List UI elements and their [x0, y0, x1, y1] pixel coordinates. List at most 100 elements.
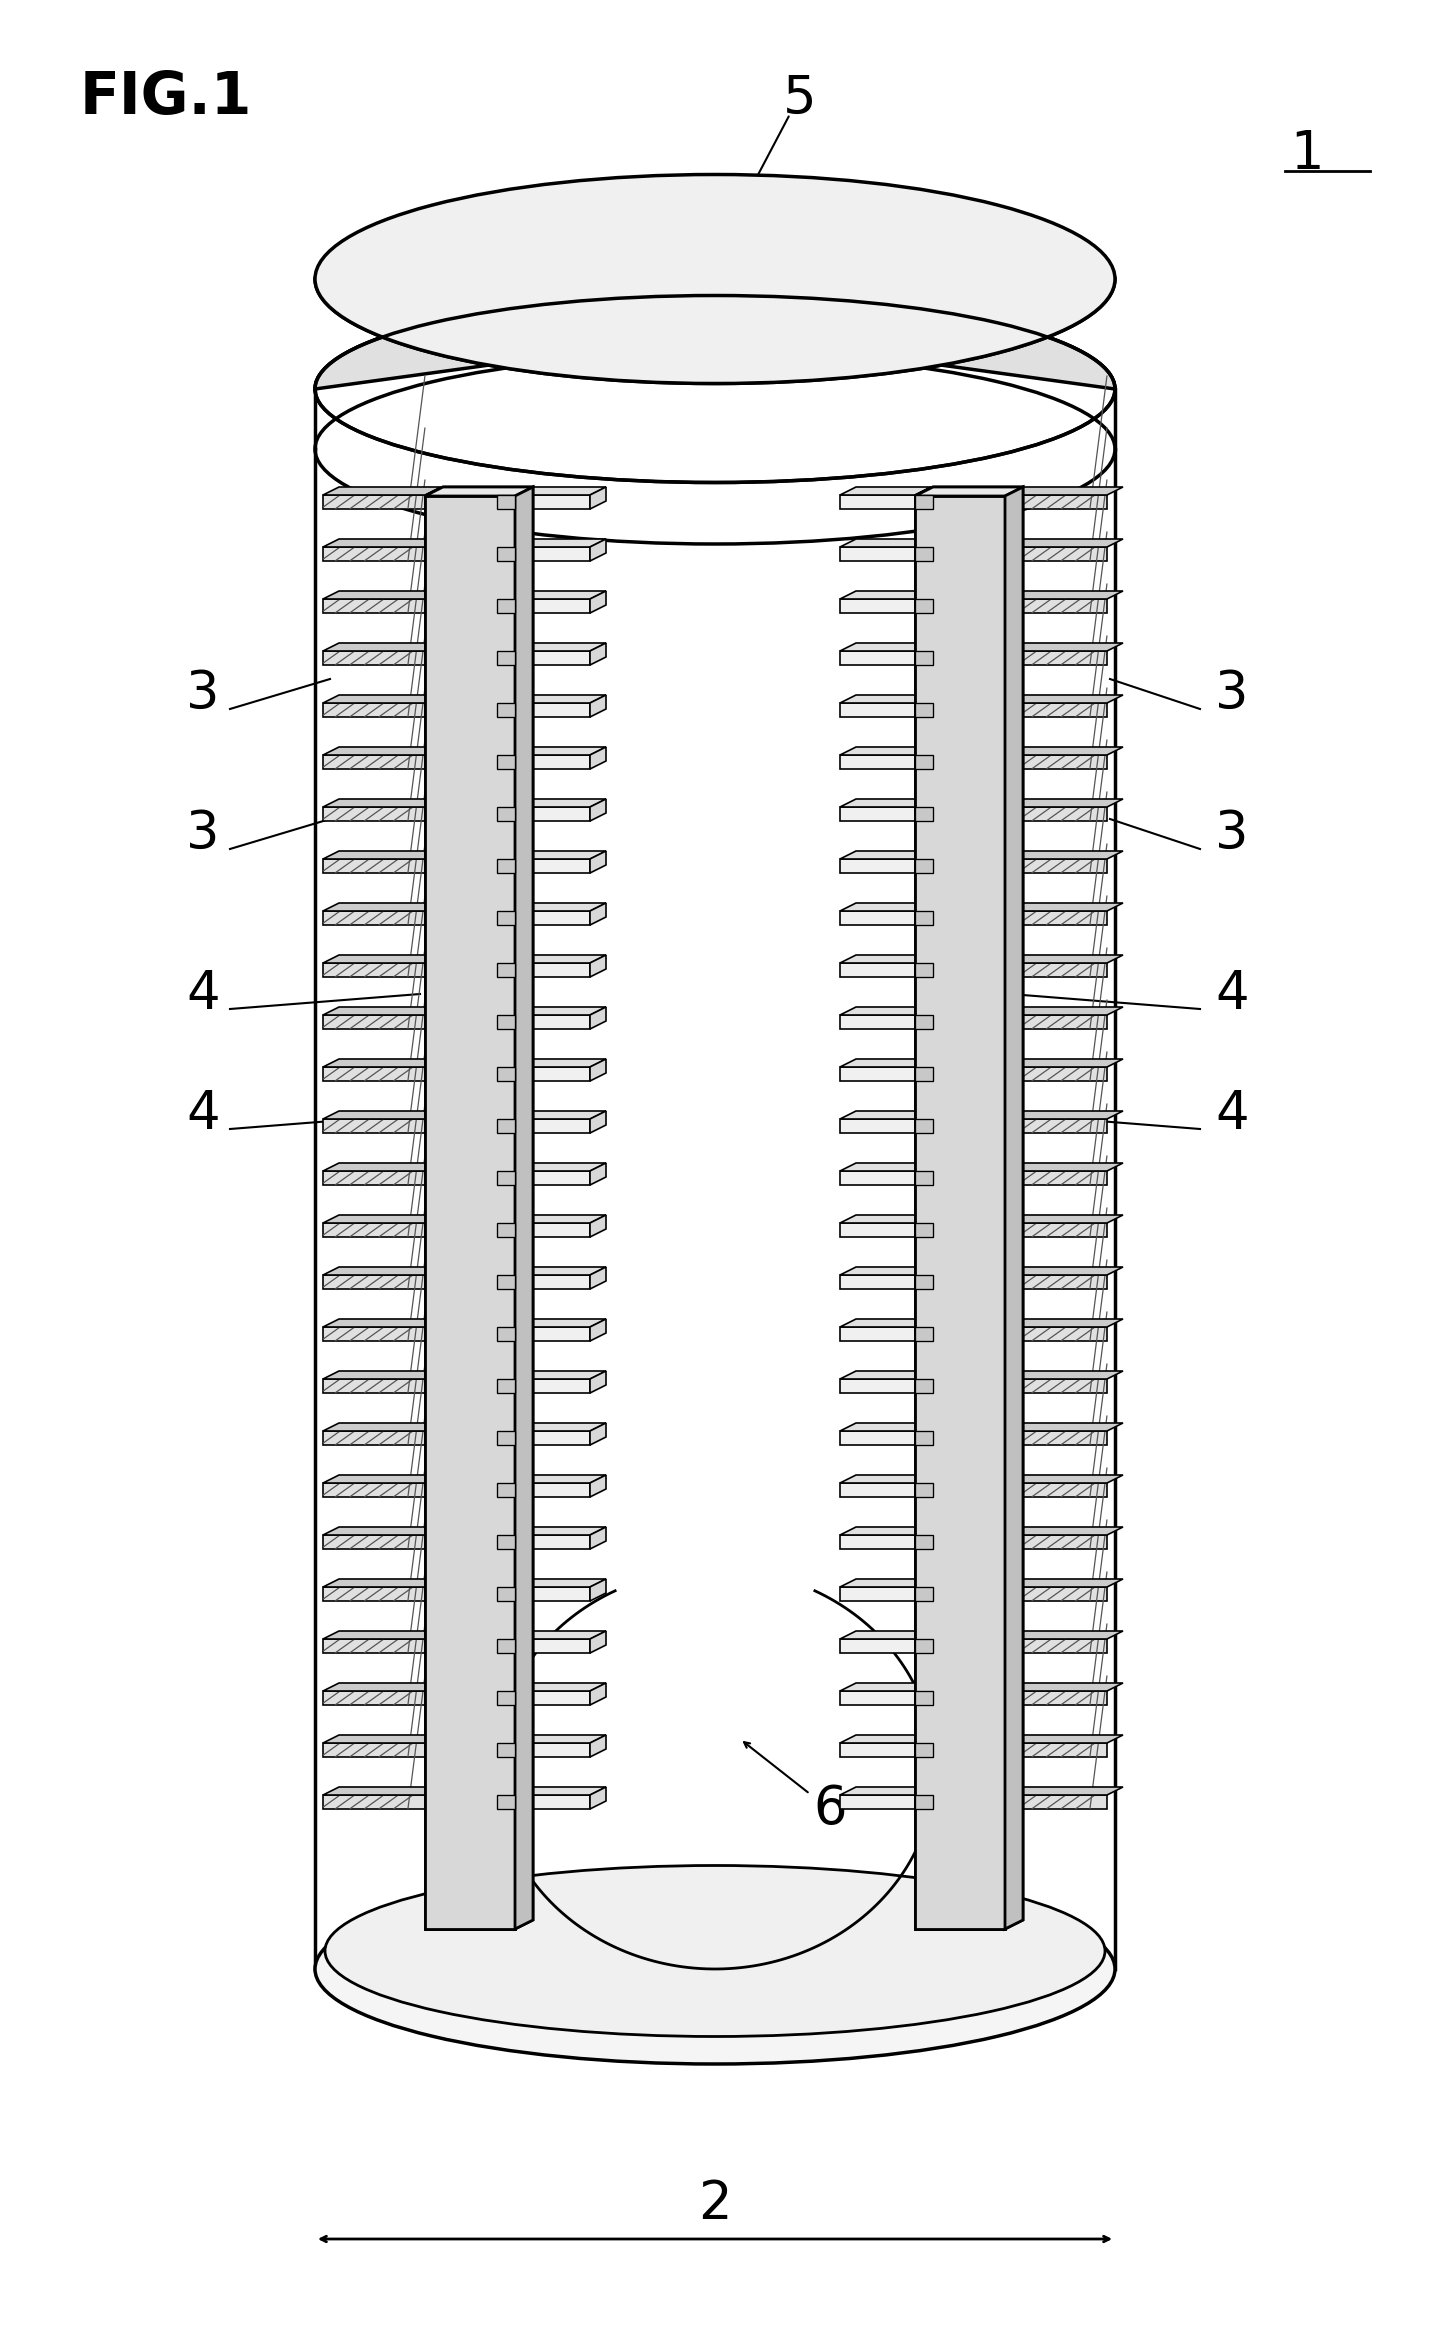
Polygon shape	[323, 1267, 440, 1274]
Polygon shape	[323, 652, 425, 666]
Polygon shape	[1005, 1579, 1123, 1586]
Polygon shape	[1005, 1535, 1107, 1549]
Polygon shape	[498, 1796, 515, 1810]
Polygon shape	[915, 1006, 931, 1029]
Polygon shape	[425, 487, 533, 496]
Polygon shape	[1005, 1484, 1107, 1498]
Polygon shape	[1005, 1060, 1123, 1067]
Polygon shape	[323, 859, 425, 873]
Polygon shape	[1005, 547, 1107, 561]
Polygon shape	[591, 955, 606, 976]
Polygon shape	[915, 808, 932, 822]
Polygon shape	[323, 808, 425, 822]
Polygon shape	[498, 1379, 515, 1393]
Text: 4: 4	[1216, 1088, 1248, 1139]
Polygon shape	[591, 1162, 606, 1185]
Polygon shape	[323, 592, 440, 599]
Polygon shape	[323, 1484, 425, 1498]
Polygon shape	[315, 279, 1115, 389]
Polygon shape	[915, 962, 932, 976]
Polygon shape	[915, 592, 931, 613]
Polygon shape	[515, 538, 606, 547]
Text: 5: 5	[784, 72, 817, 126]
Polygon shape	[323, 1006, 440, 1015]
Polygon shape	[498, 1015, 515, 1029]
Polygon shape	[1005, 1162, 1123, 1171]
Polygon shape	[323, 1111, 440, 1118]
Polygon shape	[839, 1796, 915, 1810]
Polygon shape	[323, 1742, 425, 1756]
Polygon shape	[515, 1006, 606, 1015]
Polygon shape	[1005, 1786, 1123, 1796]
Polygon shape	[323, 496, 425, 510]
Polygon shape	[839, 643, 931, 652]
Polygon shape	[915, 1579, 931, 1600]
Polygon shape	[323, 1474, 440, 1484]
Polygon shape	[915, 1528, 931, 1549]
Polygon shape	[591, 1735, 606, 1756]
Polygon shape	[915, 755, 932, 769]
Polygon shape	[425, 496, 515, 1928]
Polygon shape	[839, 1735, 931, 1742]
Polygon shape	[839, 962, 915, 976]
Polygon shape	[915, 1118, 932, 1132]
Polygon shape	[915, 1586, 932, 1600]
Polygon shape	[498, 808, 515, 822]
Polygon shape	[915, 850, 931, 873]
Polygon shape	[839, 911, 915, 925]
Polygon shape	[839, 703, 915, 717]
Polygon shape	[515, 1118, 591, 1132]
Polygon shape	[915, 1786, 931, 1810]
Polygon shape	[1005, 1171, 1107, 1185]
Polygon shape	[915, 1796, 932, 1810]
Polygon shape	[591, 1111, 606, 1132]
Polygon shape	[323, 1274, 425, 1288]
Polygon shape	[1005, 1267, 1123, 1274]
Polygon shape	[515, 1171, 591, 1185]
Polygon shape	[323, 911, 425, 925]
Polygon shape	[1005, 1796, 1107, 1810]
Polygon shape	[839, 1067, 915, 1081]
Polygon shape	[839, 1742, 915, 1756]
Polygon shape	[498, 1274, 515, 1288]
Polygon shape	[515, 1691, 591, 1705]
Polygon shape	[1005, 911, 1107, 925]
Polygon shape	[915, 1216, 931, 1237]
Polygon shape	[1005, 1118, 1107, 1132]
Polygon shape	[515, 1528, 606, 1535]
Polygon shape	[591, 1684, 606, 1705]
Polygon shape	[498, 1742, 515, 1756]
Polygon shape	[915, 1423, 931, 1444]
Polygon shape	[591, 592, 606, 613]
Polygon shape	[591, 748, 606, 769]
Polygon shape	[591, 1786, 606, 1810]
Polygon shape	[498, 1171, 515, 1185]
Polygon shape	[498, 496, 515, 510]
Polygon shape	[323, 1786, 440, 1796]
Polygon shape	[839, 808, 915, 822]
Polygon shape	[915, 1171, 932, 1185]
Polygon shape	[591, 1060, 606, 1081]
Polygon shape	[323, 1379, 425, 1393]
Polygon shape	[515, 496, 591, 510]
Text: FIG.1: FIG.1	[80, 70, 252, 126]
Polygon shape	[591, 904, 606, 925]
Polygon shape	[1005, 1328, 1107, 1342]
Polygon shape	[515, 1630, 606, 1640]
Polygon shape	[1005, 487, 1123, 496]
Polygon shape	[323, 1015, 425, 1029]
Polygon shape	[323, 694, 440, 703]
Polygon shape	[839, 1111, 931, 1118]
Polygon shape	[323, 1223, 425, 1237]
Polygon shape	[591, 1579, 606, 1600]
Polygon shape	[498, 652, 515, 666]
Text: 3: 3	[1216, 808, 1248, 859]
Polygon shape	[323, 703, 425, 717]
Polygon shape	[915, 643, 931, 666]
Polygon shape	[515, 487, 533, 1928]
Polygon shape	[515, 962, 591, 976]
Polygon shape	[1005, 487, 1022, 1928]
Polygon shape	[498, 1430, 515, 1444]
Polygon shape	[515, 1423, 606, 1430]
Polygon shape	[1005, 1372, 1123, 1379]
